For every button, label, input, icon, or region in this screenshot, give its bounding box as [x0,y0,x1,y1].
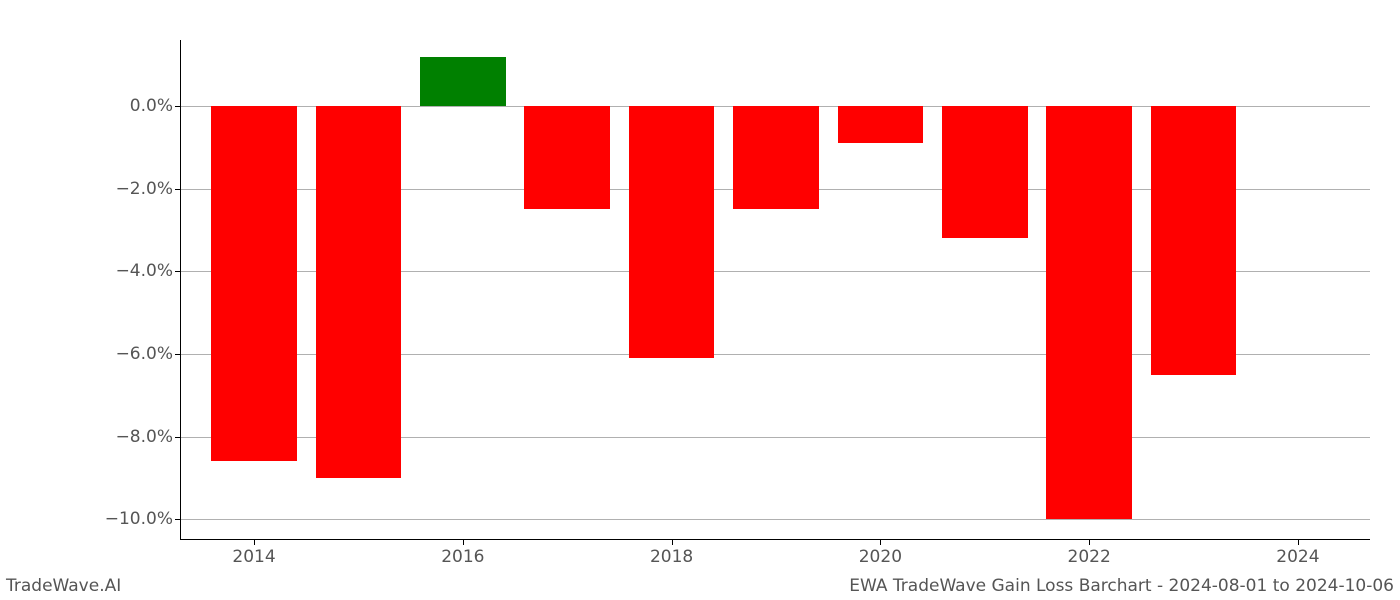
bar [211,106,297,461]
x-tick-label: 2018 [650,539,693,567]
footer-right: EWA TradeWave Gain Loss Barchart - 2024-… [849,576,1394,596]
bar [838,106,924,143]
bar [1151,106,1237,375]
y-tick-label: 0.0% [130,96,181,116]
bar [629,106,715,358]
bar [942,106,1028,238]
bar [420,57,506,107]
x-tick-label: 2022 [1068,539,1111,567]
bar [524,106,610,209]
y-tick-label: −4.0% [116,261,181,281]
bar-chart: −10.0%−8.0%−6.0%−4.0%−2.0%0.0%2014201620… [180,40,1370,540]
x-tick-label: 2020 [859,539,902,567]
bar [316,106,402,478]
y-tick-label: −6.0% [116,344,181,364]
gridline [181,519,1370,520]
y-tick-label: −10.0% [105,509,181,529]
bar [1046,106,1132,519]
x-tick-label: 2014 [232,539,275,567]
footer-left: TradeWave.AI [6,576,121,596]
x-tick-label: 2024 [1276,539,1319,567]
y-tick-label: −2.0% [116,179,181,199]
y-tick-label: −8.0% [116,427,181,447]
x-tick-label: 2016 [441,539,484,567]
bar [733,106,819,209]
